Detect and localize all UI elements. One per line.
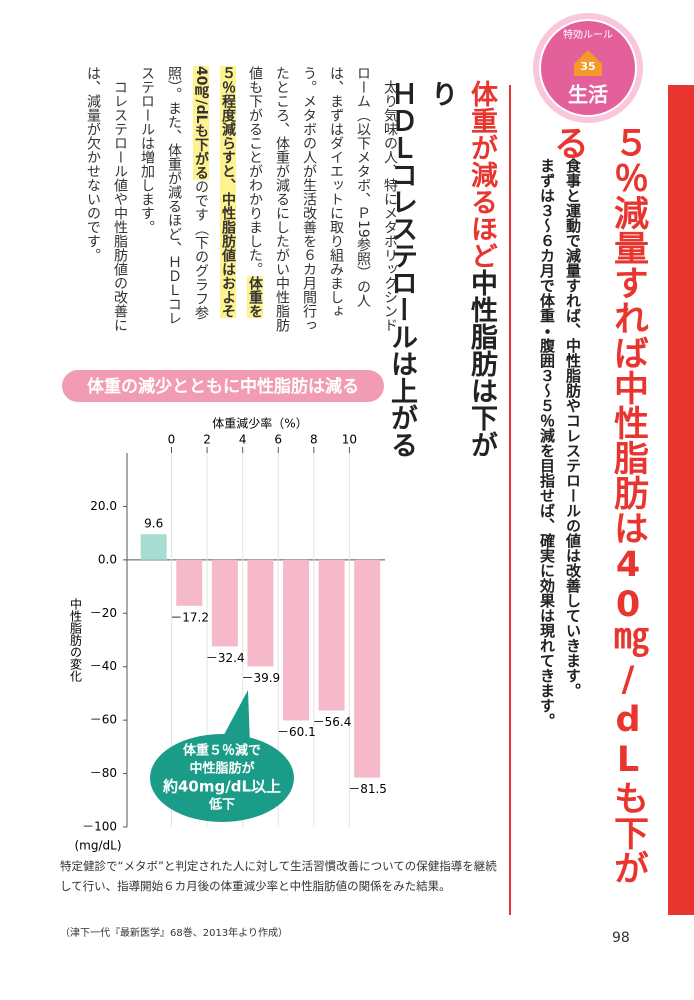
bar (211, 559, 238, 647)
bar (176, 559, 203, 606)
callout-text: 約40mg/dL以上 (162, 778, 281, 796)
page-number: 98 (612, 930, 630, 946)
badge-label: 特効ルール (563, 29, 613, 41)
y-tick-label: 20.0 (90, 499, 117, 513)
x-tick-label: 2 (203, 433, 211, 447)
y-tick-label: －60 (90, 713, 117, 727)
text: のです（下のグラフ参照）。また、体重が減るほど、ＨＤＬコレステロールは増加します… (139, 66, 209, 325)
title: ５％減量すれば中性脂肪は40㎎/dLも下がる (548, 125, 648, 885)
callout-text: 中性脂肪が (189, 761, 254, 777)
data-label: －81.5 (348, 782, 387, 796)
heading-text: 中性脂肪は下がり (426, 80, 497, 458)
side-bar (668, 85, 694, 915)
bar (283, 559, 310, 721)
data-label: －56.4 (313, 715, 352, 729)
chart: 体重の減少とともに中性脂肪は減る 体重減少率（%） 中性脂肪の変化 (mg/dL… (62, 370, 387, 853)
lead-line: まずは３～６カ月で体重・腹囲３～５％減を目指せば、確実に効果は現れてきます。 (538, 158, 556, 728)
bar (354, 559, 381, 778)
data-label: －17.2 (170, 610, 209, 624)
heading-text: ＨＤＬコレステロールは上がる (386, 80, 417, 458)
body-text: 太り気味の人、特にメタボリックシンドローム（以下メタボ、Ｐ19参照）の人は、まず… (58, 66, 403, 334)
callout-text: 低下 (208, 797, 235, 813)
x-tick-label: 8 (310, 433, 318, 447)
y-axis-label: 中性脂肪の変化 (69, 597, 83, 682)
y-tick-label: 0.0 (98, 552, 117, 566)
y-tick-label: －80 (90, 766, 117, 780)
y-tick-label: －100 (82, 820, 117, 834)
data-label: 9.6 (144, 517, 163, 531)
heading-accent: 体重が減るほど (466, 80, 497, 269)
chart-title: 体重の減少とともに中性脂肪は減る (87, 376, 359, 397)
callout (150, 734, 294, 822)
paragraph: 太り気味の人、特にメタボリックシンドローム（以下メタボ、Ｐ19参照）の人は、まず… (133, 66, 403, 334)
y-unit: (mg/dL) (74, 839, 121, 853)
caption: 特定健診で“メタボ”と判定された人に対して生活習慣改善についての保健指導を継続し… (60, 859, 497, 893)
x-tick-label: 6 (274, 433, 282, 447)
badge-number: 35 (580, 60, 595, 73)
lead-line: 食事と運動で減量すれば、中性脂肪やコレステロールの値は改善していきます。 (564, 158, 582, 698)
bar (140, 534, 167, 560)
lead: 食事と運動で減量すれば、中性脂肪やコレステロールの値は改善していきます。 まずは… (520, 158, 586, 838)
bar (247, 559, 274, 667)
callout-pointer (220, 690, 250, 745)
x-tick-label: 10 (342, 433, 357, 447)
data-label: －39.9 (241, 671, 280, 685)
chart-title-box (62, 370, 384, 402)
text: コレステロール値や中性脂肪値の改善には、減量が欠かせないのです。 (85, 66, 128, 332)
text: 太り気味の人、特にメタボリックシンドローム（以下メタボ、Ｐ19参照）の人は、まず… (247, 66, 398, 332)
bar (318, 559, 345, 711)
badge-house (574, 50, 602, 76)
x-tick-label: 4 (239, 433, 247, 447)
callout-text: 体重５％減で (183, 743, 261, 759)
heading: 体重が減るほど中性脂肪は下がり ＨＤＬコレステロールは上がる (386, 80, 501, 480)
x-tick-label: 0 (168, 433, 176, 447)
paragraph: コレステロール値や中性脂肪値の改善には、減量が欠かせないのです。 (79, 66, 133, 334)
y-tick-label: －40 (90, 659, 117, 673)
data-label: －32.4 (206, 651, 245, 665)
data-label: －60.1 (277, 725, 316, 739)
source: （津下一代『最新医学』68巻、2013年より作成） (60, 928, 288, 939)
badge-category: 生活 (568, 83, 608, 107)
x-axis-label: 体重減少率（%） (212, 416, 307, 431)
y-tick-label: －20 (90, 606, 117, 620)
